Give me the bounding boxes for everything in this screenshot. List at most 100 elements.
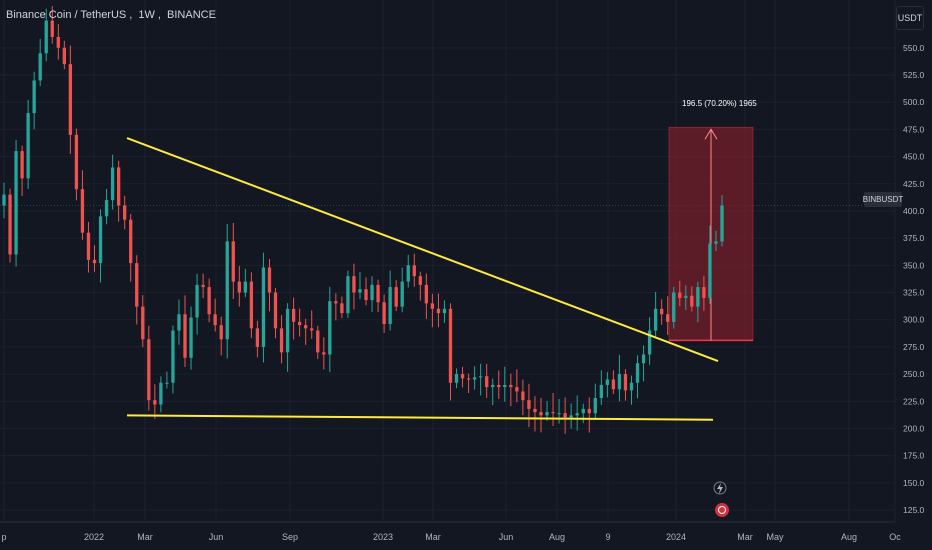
candle-body (623, 374, 628, 391)
time-axis-tick: Mar (425, 532, 441, 542)
candle-body (599, 384, 603, 398)
projection-label: 196.5 (70.20%) 1965 (682, 99, 757, 108)
candle-body (358, 289, 362, 293)
support-trendline (126, 414, 714, 421)
candle-body (702, 287, 706, 298)
candle-body (291, 308, 296, 322)
candle-body (400, 281, 404, 307)
price-axis-tick: 475.0 (903, 124, 925, 134)
candle-body (213, 314, 217, 326)
candle-body (165, 382, 169, 384)
candle-body (231, 241, 235, 282)
candle-body (533, 408, 537, 413)
time-axis-tick: Oc (889, 532, 901, 542)
descending-trendline (126, 137, 719, 362)
candle-body (20, 151, 24, 179)
flash-event-icon (713, 481, 727, 495)
candle-body (92, 259, 97, 264)
candle-body (2, 194, 6, 206)
candle-body (322, 352, 326, 355)
time-axis-tick: Mar (137, 532, 153, 542)
price-axis-tick: 150.0 (903, 478, 925, 488)
candle-body (593, 397, 597, 414)
time-axis-tick: Mar (737, 532, 753, 542)
time-axis-tick: May (766, 532, 784, 542)
candle-body (491, 384, 495, 388)
candle-body (98, 216, 103, 264)
candle-body (255, 328, 260, 347)
candle-body (641, 354, 646, 364)
candle-body (370, 284, 374, 301)
candle-body (460, 374, 465, 379)
candle-body (503, 384, 507, 388)
time-axis-tick: Jun (209, 532, 224, 542)
candle-body (406, 265, 410, 282)
candle-body (466, 378, 471, 380)
candle-body (666, 314, 670, 322)
candle-body (442, 308, 447, 314)
candle-body (80, 189, 85, 233)
time-axis-tick: Sep (282, 532, 298, 542)
candle-body (219, 325, 223, 340)
candle-body (690, 295, 694, 307)
candle-body (141, 306, 145, 340)
time-axis-tick: 2024 (666, 532, 686, 542)
candle-body (201, 284, 205, 288)
candle-body (304, 325, 308, 329)
currency-button[interactable]: USDT (896, 6, 924, 30)
lightning-icon (717, 483, 723, 494)
candle-body (267, 267, 272, 293)
candle-body (611, 379, 616, 390)
price-axis-tick: 175.0 (903, 451, 925, 461)
candle-body (382, 302, 386, 325)
candle-body (123, 205, 127, 220)
time-axis-tick: Jun (499, 532, 514, 542)
candle-body (696, 287, 700, 307)
candle-body (436, 308, 441, 314)
candle-body (273, 292, 278, 329)
candle-body (660, 308, 664, 315)
candle-body (629, 382, 634, 391)
candle-body (557, 413, 561, 415)
candle-body (515, 387, 519, 392)
candle-body (472, 377, 477, 380)
candle-body (135, 263, 139, 307)
candle-body (177, 314, 181, 331)
candle-body (539, 412, 543, 416)
candle-body (346, 276, 350, 314)
exchange-name: BINANCE (167, 9, 216, 21)
candle-body (569, 415, 573, 418)
candle-body (653, 308, 658, 331)
earnings-event-icon (715, 503, 729, 517)
candle-body (497, 384, 501, 388)
price-axis-tick: 375.0 (903, 233, 925, 243)
interval-label[interactable]: 1W (138, 9, 155, 21)
candle-body (587, 408, 591, 414)
candle-body (388, 287, 392, 325)
candle-body (563, 413, 567, 418)
candle-body (310, 328, 314, 331)
price-axis-tick: 225.0 (903, 396, 925, 406)
candle-body (104, 200, 109, 217)
candle-body (672, 292, 676, 322)
candle-body (261, 267, 266, 347)
candle-body (74, 134, 79, 190)
candle-body (430, 303, 435, 309)
candle-body (454, 374, 459, 383)
candle-body (575, 413, 579, 416)
last-price-symbol-badge: BINBUSDT (863, 192, 903, 207)
projection-arrow-head (704, 128, 718, 140)
candle-body (545, 412, 549, 416)
candle-body (352, 276, 356, 293)
symbol-name: Binance Coin / TetherUS (6, 9, 127, 21)
price-axis-tick: 500.0 (903, 97, 925, 107)
time-axis-tick: 9 (605, 532, 610, 542)
candle-body (225, 241, 229, 340)
candle-body (521, 391, 525, 401)
candle-body (485, 376, 489, 388)
time-axis-tick: 2023 (373, 532, 393, 542)
price-axis-tick: 400.0 (903, 206, 925, 216)
candle-body (195, 284, 199, 318)
candle-body (249, 281, 254, 329)
